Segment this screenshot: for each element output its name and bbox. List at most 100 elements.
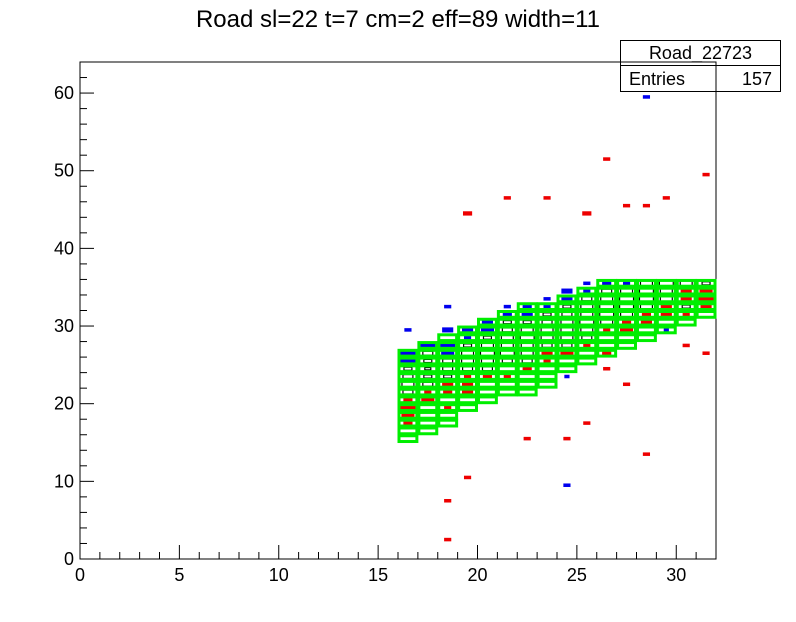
road-box (397, 395, 419, 405)
blue-cell (543, 297, 551, 301)
road-box (576, 325, 598, 335)
road-box (655, 325, 677, 335)
blue-cell (404, 328, 412, 332)
red-cell (621, 319, 632, 325)
road-box (695, 310, 717, 319)
road-box (556, 333, 578, 343)
road-box (576, 302, 598, 311)
road-box (596, 341, 618, 350)
road-box (437, 372, 459, 381)
x-tick-label: 5 (174, 565, 184, 585)
blue-cell (543, 304, 551, 309)
red-cell (523, 436, 531, 441)
red-cell (622, 382, 631, 387)
road-box (596, 286, 618, 296)
black-cell (561, 342, 573, 348)
road-box (437, 341, 459, 350)
road-box (536, 310, 558, 319)
blue-cell (521, 311, 533, 317)
road-box (516, 302, 538, 311)
road-box (556, 356, 578, 366)
road-box (496, 387, 518, 397)
road-box (417, 372, 439, 381)
red-cell (482, 374, 493, 379)
black-cell (442, 358, 454, 364)
road-box (417, 348, 439, 358)
road-box (576, 286, 598, 296)
red-cell (682, 343, 690, 348)
road-box (417, 364, 439, 374)
road-box (536, 348, 558, 358)
road-box (675, 302, 697, 311)
blue-cell (481, 319, 494, 325)
black-cell (561, 311, 573, 317)
red-cell (463, 374, 472, 379)
red-cell (642, 203, 651, 208)
road-box (516, 310, 538, 319)
road-boxes-layer (397, 278, 717, 444)
road-box (675, 286, 697, 296)
black-cell (681, 304, 691, 309)
road-box (616, 294, 637, 304)
blue-cell (522, 304, 532, 309)
road-box (397, 434, 419, 444)
road-box (655, 286, 677, 296)
red-cell (603, 157, 611, 161)
black-cell (422, 350, 434, 356)
red-cell (702, 351, 710, 355)
chart-title: Road sl=22 t=7 cm=2 eff=89 width=11 (195, 6, 601, 33)
x-tick-label: 20 (467, 565, 487, 585)
black-cell (462, 343, 473, 348)
road-box (457, 348, 478, 358)
x-tick-label: 25 (567, 565, 587, 585)
road-box (457, 325, 478, 335)
red-cell (443, 389, 453, 395)
road-box (616, 333, 637, 343)
road-box (457, 333, 478, 343)
stats-entries-value: 157 (741, 69, 772, 89)
road-box (576, 317, 598, 327)
road-box (496, 356, 518, 366)
black-cell (501, 327, 513, 333)
red-cell (461, 389, 474, 395)
road-box (457, 387, 478, 397)
road-box (596, 278, 618, 288)
road-box (596, 294, 618, 304)
road-box (437, 395, 459, 405)
road-box (616, 341, 637, 350)
road-box (516, 348, 538, 358)
road-box (596, 333, 618, 343)
red-cell (543, 196, 551, 200)
road-box (556, 348, 578, 358)
road-box (636, 294, 657, 304)
black-cell (481, 366, 494, 372)
road-box (437, 410, 459, 420)
road-box (576, 333, 598, 343)
stats-histogram-name: Road_22723 (621, 41, 780, 66)
black-cell (562, 304, 572, 309)
road-box (616, 278, 637, 288)
x-tick-label: 30 (666, 565, 686, 585)
road-box (516, 379, 538, 389)
road-box (477, 325, 498, 335)
road-box (417, 418, 439, 428)
blue-cell (502, 312, 512, 317)
road-box (417, 395, 439, 405)
road-box (576, 310, 598, 319)
red-cell (444, 537, 452, 542)
blue-cell (564, 374, 570, 379)
road-box (417, 379, 439, 389)
red-cell (444, 405, 452, 410)
road-box (437, 348, 459, 358)
road-box (496, 379, 518, 389)
road-box (496, 325, 518, 335)
road-box (695, 302, 717, 311)
road-box (556, 325, 578, 335)
road-box (477, 356, 498, 366)
blue-cell (563, 483, 571, 487)
blue-cell (663, 328, 669, 332)
road-box (397, 372, 419, 381)
y-tick-label: 20 (54, 394, 74, 414)
black-cell (542, 312, 552, 317)
black-cell (581, 335, 593, 341)
